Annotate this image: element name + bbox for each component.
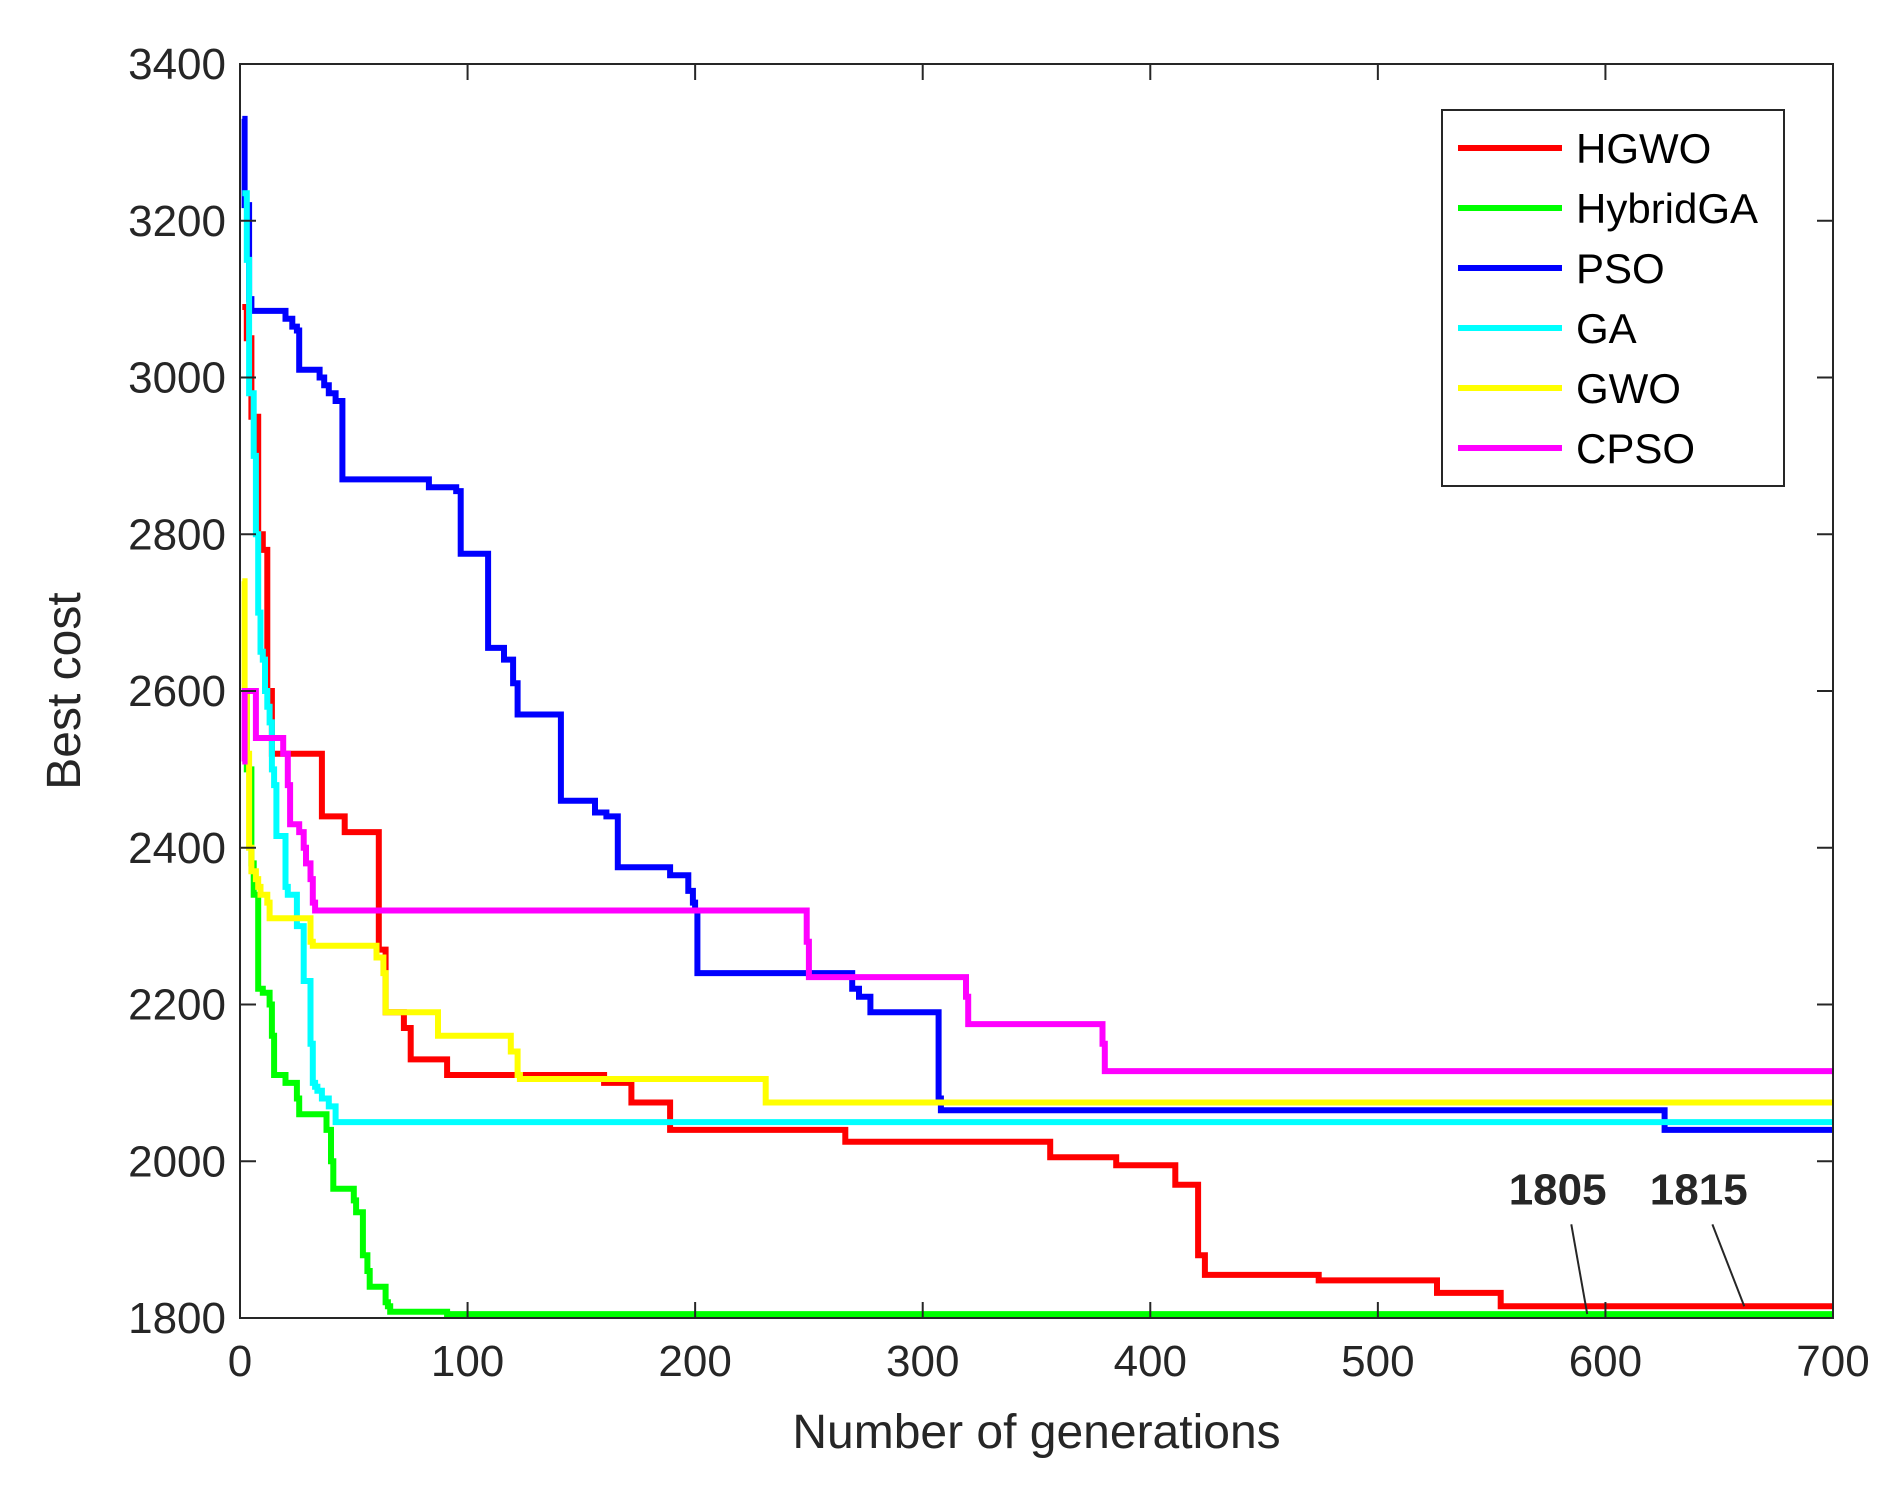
y-tick-label: 2200 <box>128 981 226 1030</box>
axes-layer: 0 100 200 300 400 500 600 700 1800 2000 2200 2400 26… <box>128 40 1870 1386</box>
series-line-cpso <box>241 688 1833 1075</box>
y-tick-label: 2400 <box>128 824 226 873</box>
series-line-hybridga <box>242 688 1833 1318</box>
x-tick-label: 500 <box>1341 1337 1414 1386</box>
x-tick-label: 700 <box>1796 1337 1869 1386</box>
legend-label-ga: GA <box>1576 305 1637 352</box>
annotation-leader-line <box>1711 1223 1746 1307</box>
x-tick-label: 300 <box>886 1337 959 1386</box>
series-line-gwo <box>241 578 1833 1106</box>
x-tick-label: 400 <box>1114 1337 1187 1386</box>
annotation-label: 1805 <box>1509 1165 1607 1214</box>
y-tick-label: 1800 <box>128 1294 226 1343</box>
y-tick-label: 3400 <box>128 40 226 89</box>
annotation-layer: 1805 1815 <box>1509 1165 1748 1315</box>
y-tick-label: 3200 <box>128 197 226 246</box>
annotation-leader-line <box>1570 1224 1589 1315</box>
annotation-label: 1815 <box>1650 1165 1748 1214</box>
x-tick-label: 100 <box>431 1337 504 1386</box>
x-axis-label: Number of generations <box>792 1406 1280 1459</box>
series-layer <box>241 115 1833 1318</box>
legend-box <box>1441 109 1785 487</box>
legend-label-hybridga: HybridGA <box>1576 185 1758 232</box>
legend: HGWO HybridGA PSO GA GWO CPSO <box>1441 109 1785 487</box>
y-axis-label: Best cost <box>38 592 91 789</box>
series-line-ga <box>242 190 1833 1126</box>
x-tick-label: 0 <box>228 1337 252 1386</box>
x-tick-label: 200 <box>658 1337 731 1386</box>
legend-label-gwo: GWO <box>1576 365 1681 412</box>
y-tick-label: 2000 <box>128 1137 226 1186</box>
legend-label-pso: PSO <box>1576 245 1665 292</box>
legend-label-cpso: CPSO <box>1576 425 1695 472</box>
legend-label-hgwo: HGWO <box>1576 125 1711 172</box>
y-tick-label: 2800 <box>128 510 226 559</box>
x-tick-label: 600 <box>1569 1337 1642 1386</box>
y-tick-label: 3000 <box>128 354 226 403</box>
y-tick-label: 2600 <box>128 667 226 716</box>
